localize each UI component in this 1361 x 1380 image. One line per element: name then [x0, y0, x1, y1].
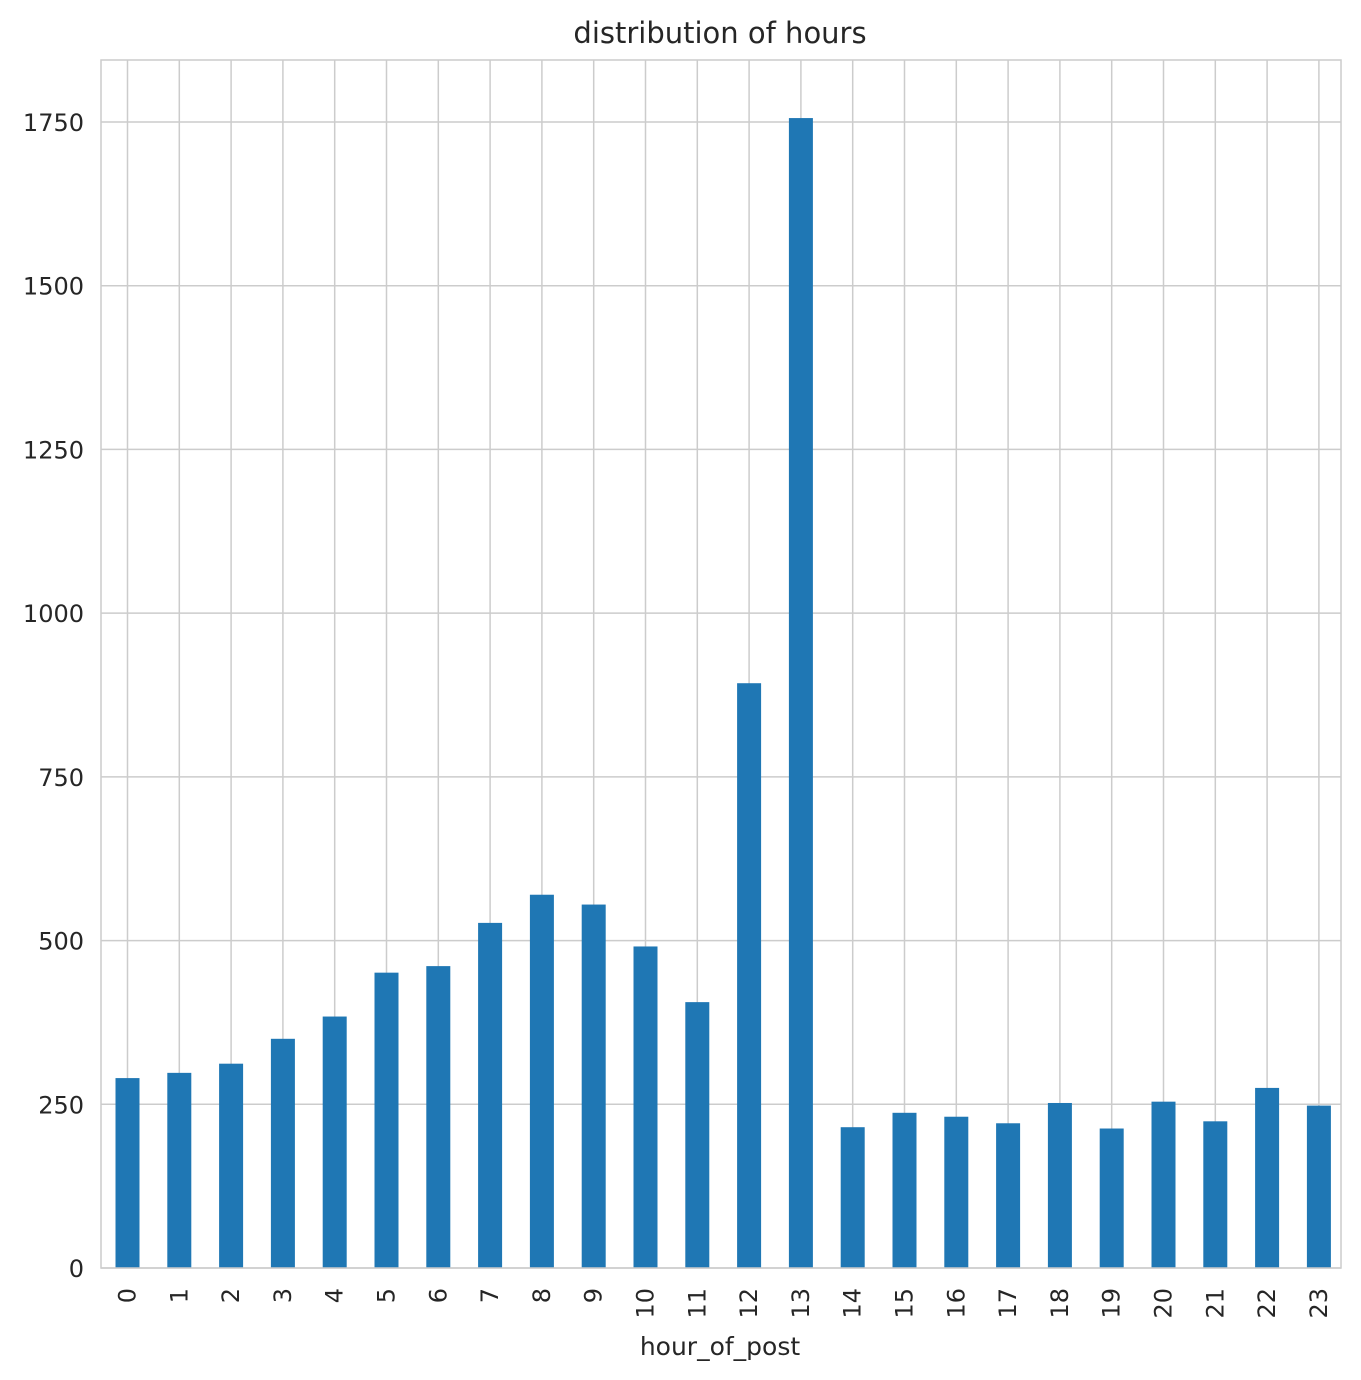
x-tick-label: 7: [476, 1288, 504, 1303]
x-tick-label: 3: [269, 1288, 297, 1303]
bar-hour-7: [478, 922, 503, 1268]
bar-hour-14: [840, 1127, 865, 1268]
bar-hour-16: [944, 1116, 969, 1268]
x-tick-label: 4: [321, 1288, 349, 1303]
bar-hour-10: [633, 946, 658, 1268]
x-tick-label: 21: [1201, 1288, 1229, 1319]
x-tick-label: 13: [787, 1288, 815, 1319]
bar-hour-11: [685, 1002, 710, 1268]
bar-hour-5: [374, 972, 399, 1268]
bar-hour-0: [115, 1078, 140, 1268]
bar-hour-3: [270, 1038, 295, 1268]
bars: [115, 118, 1331, 1269]
bar-hour-20: [1151, 1101, 1176, 1268]
x-tick-label: 5: [373, 1288, 401, 1303]
x-axis-label: hour_of_post: [640, 1332, 801, 1361]
x-tick-label: 2: [217, 1288, 245, 1303]
bar-hour-21: [1203, 1121, 1228, 1268]
y-tick-label: 1750: [23, 109, 84, 137]
x-tick-label: 16: [942, 1288, 970, 1319]
bar-hour-4: [322, 1016, 347, 1268]
x-tick-label: 19: [1098, 1288, 1126, 1319]
axes-frame: [100, 59, 1342, 1269]
x-tick-label: 6: [424, 1288, 452, 1303]
x-tick-label: 17: [994, 1288, 1022, 1319]
bar-hour-17: [996, 1123, 1021, 1268]
x-tick-label: 20: [1150, 1288, 1178, 1319]
bar-hour-12: [737, 683, 762, 1268]
x-tick-label: 0: [114, 1288, 142, 1303]
bar-hour-18: [1047, 1102, 1072, 1268]
x-tick-labels: 0 1 2 3 4 5 6 7 8 9 10 11 12 13 14 15 16 17 18 19 20 21 22 23: [114, 1288, 1333, 1319]
x-tick-label: 14: [839, 1288, 867, 1319]
x-tick-label: 22: [1253, 1288, 1281, 1319]
x-tick-label: 10: [632, 1288, 660, 1319]
chart-title: distribution of hours: [573, 16, 866, 50]
y-tick-label: 750: [38, 764, 84, 792]
bar-hour-1: [167, 1072, 192, 1268]
x-tick-label: 9: [580, 1288, 608, 1303]
y-tick-label: 250: [38, 1091, 84, 1119]
bar-hour-9: [581, 904, 606, 1268]
x-tick-label: 23: [1305, 1288, 1333, 1319]
bar-hour-23: [1306, 1105, 1331, 1268]
bar-hour-8: [529, 894, 554, 1268]
bar-hour-15: [892, 1112, 917, 1268]
y-tick-label: 0: [69, 1255, 84, 1283]
x-tick-label: 12: [735, 1288, 763, 1319]
y-tick-labels: 0 250 500 750 1000 1250 1500 1750: [23, 109, 84, 1283]
x-tick-label: 1: [165, 1288, 193, 1303]
bar-hour-22: [1255, 1087, 1280, 1268]
x-tick-label: 18: [1046, 1288, 1074, 1319]
y-tick-label: 500: [38, 928, 84, 956]
x-tick-label: 11: [683, 1288, 711, 1319]
bar-hour-13: [788, 118, 813, 1269]
y-tick-label: 1000: [23, 600, 84, 628]
bar-hour-6: [426, 966, 451, 1268]
x-tick-label: 8: [528, 1288, 556, 1303]
y-tick-label: 1250: [23, 436, 84, 464]
y-tick-label: 1500: [23, 273, 84, 301]
bar-hour-19: [1099, 1128, 1124, 1268]
bar-hour-2: [219, 1063, 244, 1268]
x-tick-label: 15: [891, 1288, 919, 1319]
